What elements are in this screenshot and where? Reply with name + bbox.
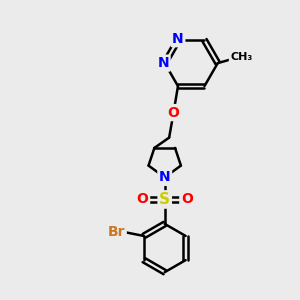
Text: N: N bbox=[172, 32, 184, 46]
Text: O: O bbox=[168, 106, 179, 120]
Text: O: O bbox=[137, 192, 148, 206]
Text: Br: Br bbox=[108, 224, 125, 239]
Text: N: N bbox=[159, 170, 170, 184]
Text: N: N bbox=[158, 56, 169, 70]
Text: S: S bbox=[159, 192, 170, 207]
Text: CH₃: CH₃ bbox=[230, 52, 252, 62]
Text: O: O bbox=[181, 192, 193, 206]
